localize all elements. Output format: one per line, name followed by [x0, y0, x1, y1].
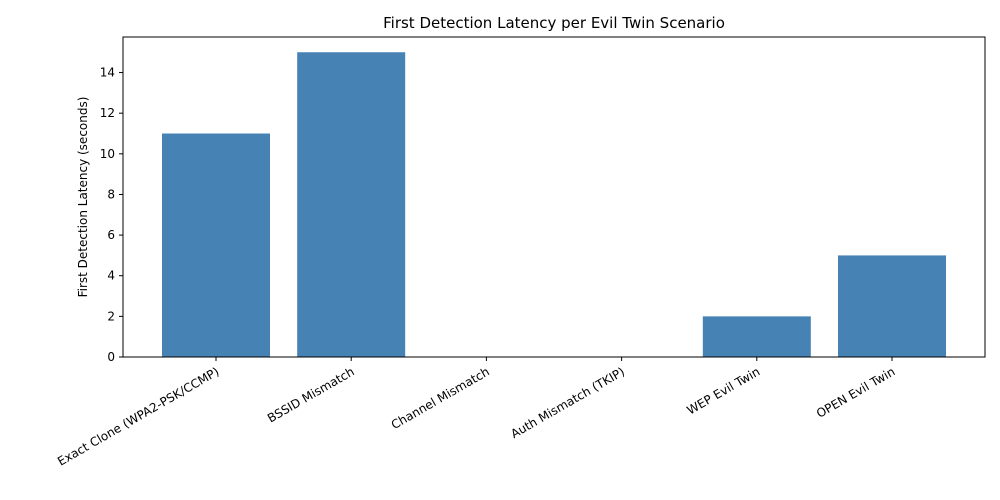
bar	[838, 255, 946, 357]
chart-title: First Detection Latency per Evil Twin Sc…	[383, 14, 725, 32]
bars-group	[162, 52, 946, 357]
bar	[297, 52, 406, 357]
plot-frame	[122, 36, 986, 358]
x-tick-label: Auth Mismatch (TKIP)	[508, 364, 627, 441]
x-axis: Exact Clone (WPA2-PSK/CCMP) BSSID Mismatc…	[55, 357, 898, 469]
y-tick-label: 10	[100, 147, 115, 161]
x-tick-label: Channel Mismatch	[389, 364, 492, 432]
bar	[702, 316, 811, 357]
x-tick-label: Exact Clone (WPA2-PSK/CCMP)	[55, 364, 221, 468]
y-tick-label: 6	[107, 228, 115, 242]
y-tick-label: 12	[100, 106, 115, 120]
x-tick-label: BSSID Mismatch	[265, 364, 357, 425]
x-tick-label: OPEN Evil Twin	[814, 364, 897, 420]
y-axis: 0 2 4 6 8 10 12 14	[100, 66, 123, 364]
y-axis-label: First Detection Latency (seconds)	[76, 97, 90, 298]
y-tick-label: 14	[100, 66, 115, 80]
bar	[162, 133, 270, 357]
y-tick-label: 4	[107, 269, 115, 283]
y-tick-label: 0	[107, 350, 115, 364]
x-tick-label: WEP Evil Twin	[684, 364, 762, 417]
y-tick-label: 8	[107, 187, 115, 201]
y-tick-label: 2	[107, 309, 115, 323]
